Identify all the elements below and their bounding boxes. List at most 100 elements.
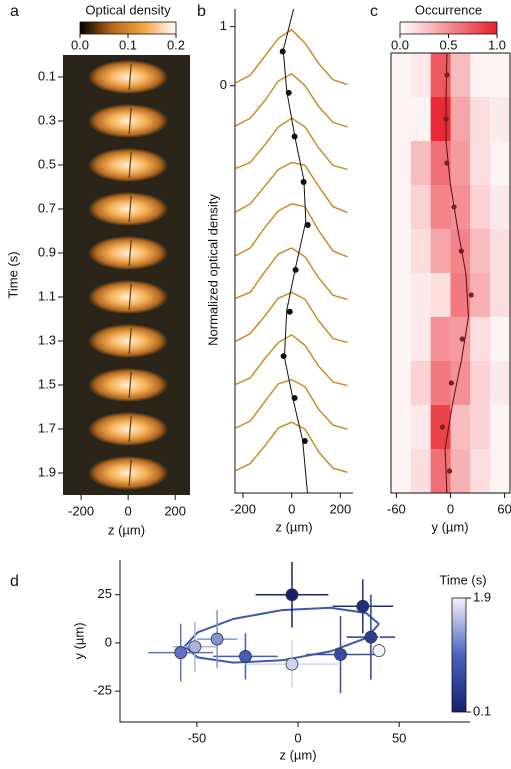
colorbar-label: Occurrence [415,2,482,17]
y-axis-label: Normalized optical density [205,194,220,346]
colorbar-tick-label: 0.5 [439,37,457,52]
y-axis-label: y (µm) [71,622,86,659]
x-axis-label: z (µm) [275,519,312,534]
heatmap-cell [490,449,510,493]
cloud-stripe [128,239,132,267]
x-tick-label: -50 [187,730,206,745]
x-tick-label: 0 [288,501,295,516]
heatmap-cell [391,361,411,405]
panel-label: d [10,573,19,590]
colorbar [451,597,467,713]
heatmap-cell [490,317,510,361]
y-axis-label: Time (s) [5,251,20,298]
center-dot [292,266,299,273]
profile-trace [235,203,348,258]
heatmap-cell [410,141,431,185]
heatmap-cell [490,97,510,141]
heatmap-cell [450,449,471,493]
heatmap-cell [391,97,411,141]
heatmap-cell [470,141,491,185]
y-tick-label: 0.3 [38,112,56,127]
cloud-stripe [128,195,132,223]
atom-cloud [88,412,169,446]
atom-cloud [88,236,169,270]
heatmap-cell [410,229,431,273]
colorbar [399,21,498,35]
x-tick-label: -200 [68,503,94,518]
heatmap-cell [410,405,431,449]
heatmap-cell [430,317,451,361]
center-dot [439,424,445,430]
center-dot [444,72,450,78]
heatmap-cell [490,141,510,185]
center-dot [300,178,307,185]
y-tick-label: 25 [98,586,112,601]
cloud-stripe [128,107,132,135]
cloud-stripe [128,415,132,443]
center-dot [446,468,453,474]
profile-trace [235,291,348,344]
heatmap-cell [410,97,431,141]
x-tick-label: -60 [387,501,406,516]
atom-cloud [88,148,169,182]
y-tick-label: 0.5 [38,156,56,171]
heatmap-cell [410,273,431,317]
x-tick-label: 50 [392,730,406,745]
panel-label: b [197,3,206,20]
data-point [188,640,202,654]
heatmap-cell [391,141,411,185]
cloud-stripe [128,371,132,399]
profile-trace [235,333,348,387]
heatmap-cell [470,405,491,449]
heatmap-cell [450,361,471,405]
y-tick-label: 1.5 [38,376,56,391]
heatmap-cell [470,361,491,405]
heatmap-cell [410,317,431,361]
x-tick-label: 0 [447,501,454,516]
profile-trace [235,73,348,128]
y-tick-label: 1.9 [38,464,56,479]
center-dot [285,89,292,96]
heatmap-cell [410,449,431,493]
heatmap-cell [430,361,451,405]
y-tick-label: 0 [105,634,112,649]
heatmap-cell [470,229,491,273]
heatmap-cell [450,141,471,185]
heatmap-cell [490,405,510,449]
atom-cloud [88,456,169,490]
heatmap-cell [410,53,431,97]
center-dot [291,133,298,140]
heatmap-cell [391,229,411,273]
profile-trace [235,161,348,214]
y-tick-label: 0.7 [38,200,56,215]
center-dot [444,160,450,166]
y-tick-label: -25 [93,683,112,698]
fit-curve [282,8,308,494]
colorbar-tick-label: 0.0 [71,37,89,52]
colorbar-label: Time (s) [439,572,486,587]
center-dot [291,394,298,401]
cloud-stripe [128,459,132,487]
heatmap-cell [391,317,411,361]
center-dot [468,292,474,298]
center-dot [448,380,455,386]
atom-cloud [88,368,169,402]
data-point [174,646,188,659]
colorbar-tick-label: 1.9 [473,589,491,604]
cloud-stripe [128,63,132,91]
heatmap-cell [430,273,451,317]
y-tick-label: 1 [220,18,227,33]
y-tick-label: 1.1 [38,288,56,303]
x-tick-label: 200 [164,503,186,518]
axes [234,9,353,494]
x-axis-label: z (µm) [279,747,316,762]
y-tick-label: 0 [220,77,227,92]
x-axis-label: y (µm) [431,519,468,534]
colorbar-tick-label: 0.1 [119,37,137,52]
center-dot [280,353,287,360]
x-tick-label: 0 [125,503,132,518]
center-dot [301,438,308,445]
heatmap-cell [410,361,431,405]
heatmap-cell [391,449,411,493]
